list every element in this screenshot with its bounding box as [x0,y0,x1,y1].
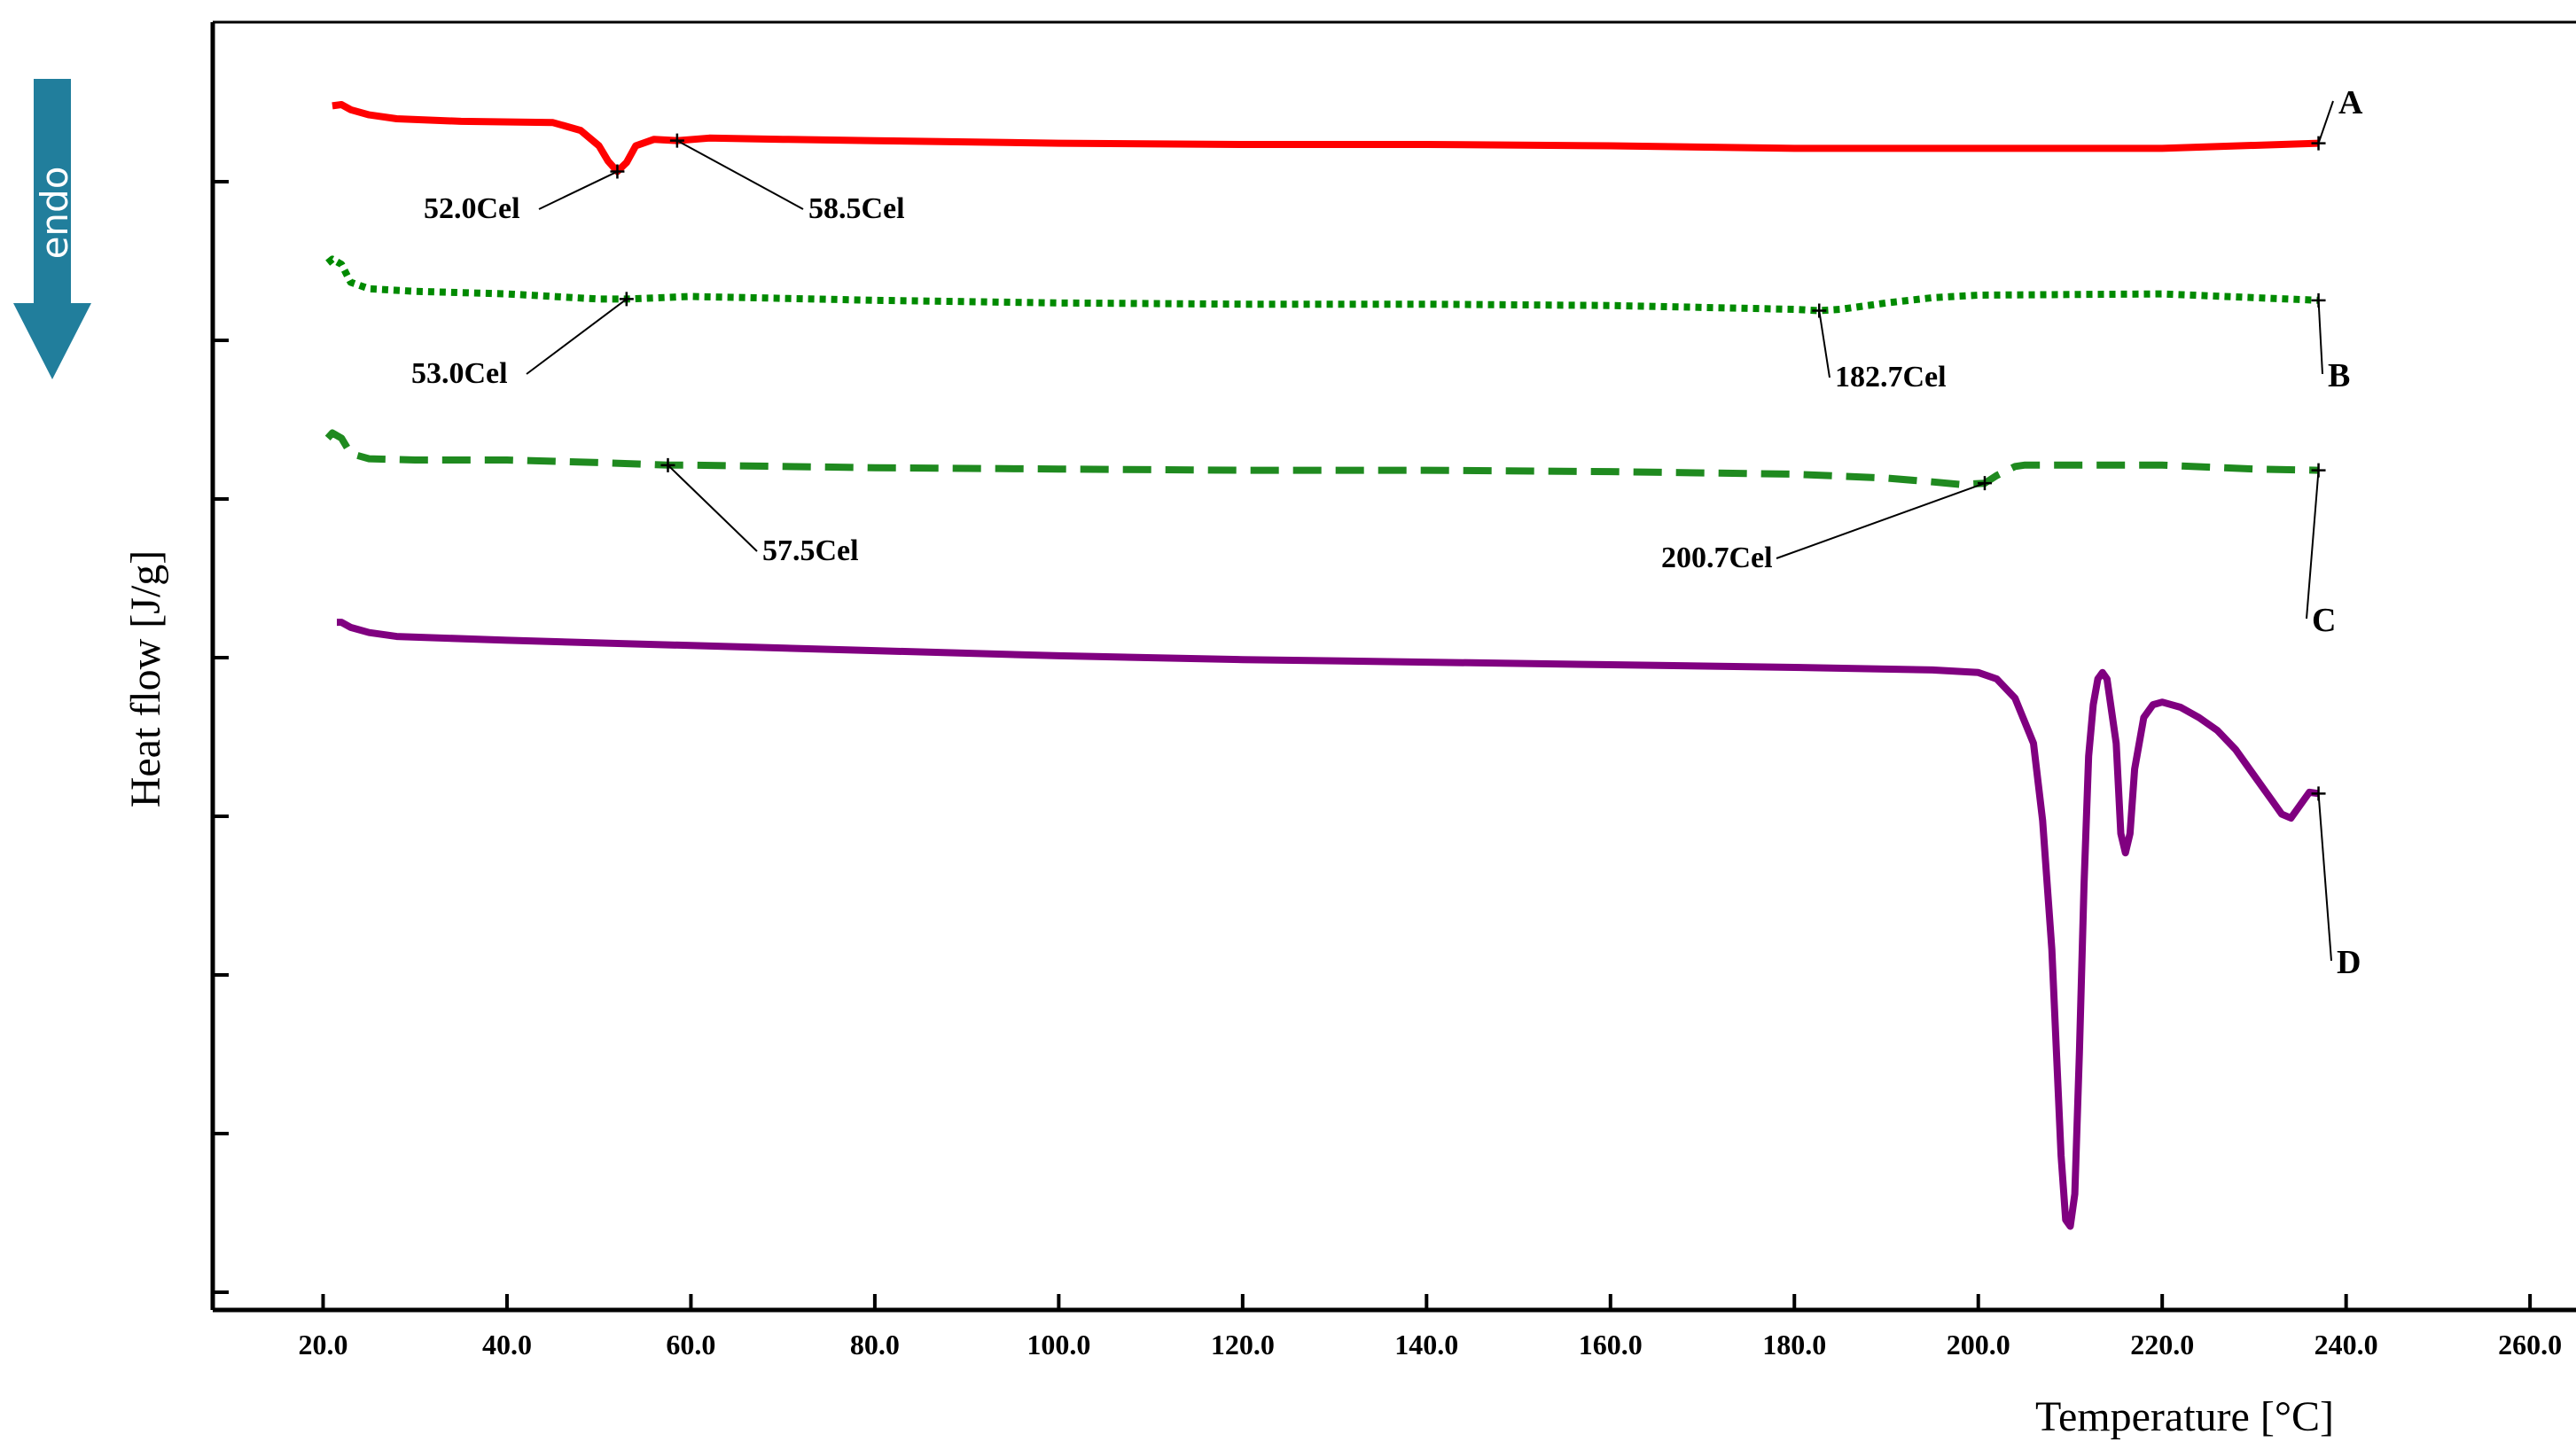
annotation-leader [667,464,758,552]
series-label-c: C [2312,602,2336,639]
annotation-leader [676,139,804,210]
endo-label: endo [33,167,76,260]
series-label-leader [2317,100,2334,144]
x-tick-label: 80.0 [850,1329,900,1360]
x-tick-label: 260.0 [2498,1329,2562,1360]
annotation-marker [669,133,684,148]
series-d-line [337,619,2320,1230]
annotation-label: 52.0Cel [424,192,520,225]
y-axis-title: Heat flow [J/g] [122,550,169,808]
series-label-leader [2317,300,2323,375]
y-axis-ticks [213,180,229,1294]
annotation-label: 200.7Cel [1661,542,1773,574]
annotation-label: 58.5Cel [808,192,905,225]
x-tick-label: 180.0 [1762,1329,1826,1360]
annotation-label: 53.0Cel [411,357,508,390]
series-layer [324,101,2320,1230]
annotation-marker [619,292,634,307]
series-label-b: B [2328,357,2350,394]
annotation-leader [1818,310,1831,378]
annotation-leader [538,170,618,210]
x-tick-label: 200.0 [1947,1329,2010,1360]
annotation-leader [526,298,628,375]
series-c-line [324,429,2319,488]
endo-arrow-icon [13,79,91,379]
series-end-marker [2311,463,2326,478]
x-tick-label: 240.0 [2314,1329,2378,1360]
x-tick-label: 120.0 [1211,1329,1275,1360]
series-label-a: A [2338,84,2363,121]
series-label-leader [2317,793,2332,962]
x-tick-label: 100.0 [1026,1329,1090,1360]
annotation-label: 182.7Cel [1835,361,1947,394]
annotation-label: 57.5Cel [762,534,859,567]
series-b-line [325,255,2319,315]
endo-indicator: endo [13,79,91,379]
x-tick-label: 20.0 [298,1329,347,1360]
x-tick-label: 60.0 [666,1329,715,1360]
series-end-marker [2311,786,2326,801]
annotation-marker [660,457,675,472]
series-a-line [332,101,2319,175]
annotation-marker [1977,476,1992,491]
x-tick-label: 40.0 [482,1329,532,1360]
x-axis-ticks: 20.0 40.0 60.0 80.0 100.0 120.0 140.0 160.0 180.… [298,1294,2562,1360]
x-axis-title: Temperature [°C] [2035,1393,2334,1440]
series-label-d: D [2337,944,2361,981]
series-end-marker [2311,292,2326,308]
series-label-leader [2306,470,2320,620]
x-tick-label: 160.0 [1579,1329,1643,1360]
annotation-leader [1776,482,1986,559]
annotation-marker [1812,303,1827,318]
series-end-marker [2311,136,2326,151]
x-tick-label: 140.0 [1394,1329,1458,1360]
annotation-layer: 52.0Cel 58.5Cel 53.0Cel 182.7Cel 57.5Cel 200.… [411,84,2363,981]
x-tick-label: 220.0 [2130,1329,2194,1360]
annotation-marker [610,164,625,179]
